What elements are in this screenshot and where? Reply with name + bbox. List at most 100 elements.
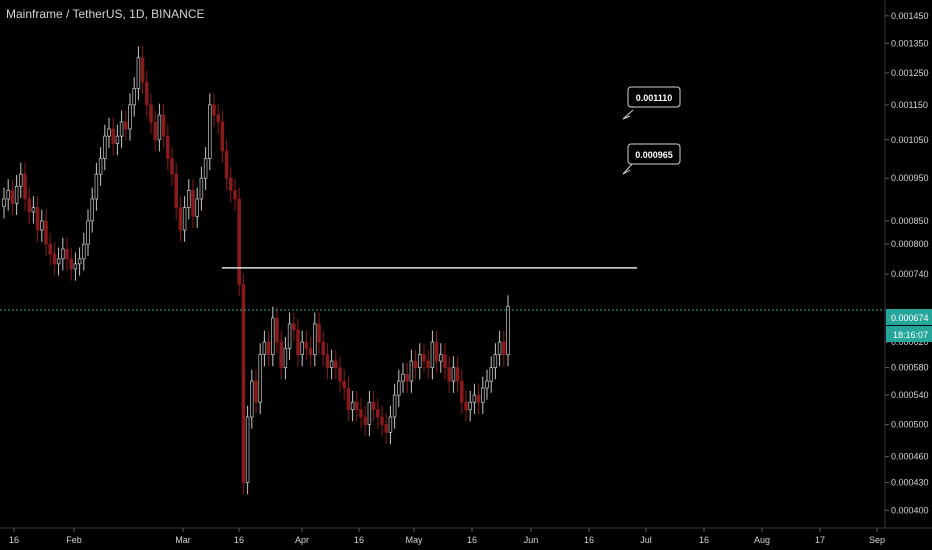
candle-body: [94, 173, 99, 200]
price-tick-label: 0.001150: [891, 100, 928, 110]
candle-body: [363, 416, 367, 425]
time-tick-label: Jun: [524, 535, 539, 545]
candle-body: [367, 401, 372, 425]
price-tick-label: 0.000850: [891, 216, 929, 226]
candle-body: [119, 121, 124, 137]
price-tick-label: 0.000950: [891, 173, 929, 183]
time-tick-label: 16: [467, 535, 477, 545]
candle-body: [132, 88, 136, 106]
price-axis[interactable]: 0.001450 0.001350 0.001250 0.001150 0.001050…: [885, 11, 929, 515]
price-tick-label: 0.000500: [891, 420, 929, 430]
price-tick-label: 0.000580: [891, 363, 929, 373]
candle-body: [115, 135, 120, 144]
candle-body: [275, 317, 279, 343]
candle-body: [48, 243, 52, 255]
candle-body: [489, 367, 493, 382]
candle-body: [111, 128, 115, 144]
countdown-label: 18:16:07: [893, 330, 928, 340]
candle-body: [296, 329, 300, 355]
candle-body: [220, 121, 225, 152]
candle-body: [413, 360, 418, 368]
last-price-badge: [886, 309, 932, 325]
candle-body: [460, 380, 464, 403]
time-axis[interactable]: 16 Feb Mar 16 Apr 16 May 16 Jun 16 Jul 16 Aug 17 Sep: [9, 528, 885, 545]
callout-text-1: 0.001110: [636, 93, 673, 103]
candle-body: [472, 394, 477, 403]
candle-body: [422, 354, 426, 362]
candle-body: [2, 198, 6, 208]
chart-title: Mainframe / TetherUS, 1D, BINANCE: [6, 7, 205, 21]
candle-body: [229, 177, 233, 191]
price-tick-label: 0.000460: [891, 452, 929, 462]
time-tick-label: 16: [234, 535, 244, 545]
candle-body: [145, 81, 149, 106]
candle-body: [69, 258, 73, 270]
candle-body: [388, 416, 393, 433]
candle-body: [199, 177, 204, 200]
candle-body: [342, 380, 346, 389]
candle-body: [203, 158, 208, 179]
candle-body: [35, 207, 40, 231]
price-tick-label: 0.000540: [891, 390, 929, 400]
candle-body: [170, 158, 174, 175]
candle-body: [283, 347, 288, 368]
candle-body: [506, 306, 510, 355]
candle-body: [355, 401, 359, 410]
time-tick-label: 16: [699, 535, 709, 545]
candle-body: [359, 409, 363, 418]
callout-label-1[interactable]: 0.001110: [622, 86, 681, 120]
candle-body: [191, 190, 195, 217]
price-tick-label: 0.000620: [891, 337, 929, 347]
candle-body: [287, 323, 292, 349]
candle-body: [262, 341, 267, 355]
candle-body: [195, 198, 199, 217]
candle-body: [212, 104, 216, 116]
candle-body: [27, 198, 31, 213]
candle-body: [376, 409, 380, 418]
candle-body: [216, 114, 220, 123]
candle-body: [128, 104, 132, 130]
candle-body: [23, 173, 27, 200]
candle-body: [447, 367, 451, 382]
time-tick-label: Aug: [754, 535, 770, 545]
candle-body: [443, 354, 447, 368]
time-tick-label: 16: [354, 535, 364, 545]
candle-body: [350, 401, 355, 410]
candle-body: [409, 360, 414, 382]
candle-body: [308, 347, 313, 355]
candle-body: [161, 114, 166, 137]
candle-body: [61, 248, 65, 260]
candle-body: [77, 258, 82, 265]
candle-body: [325, 354, 330, 368]
candle-body: [476, 394, 481, 403]
time-tick-label: Mar: [175, 535, 191, 545]
callout-label-2[interactable]: 0.000965: [622, 143, 681, 175]
candle-body: [304, 341, 309, 349]
price-tick-label: 0.000740: [891, 269, 929, 279]
candle-body: [313, 323, 317, 355]
candle-body: [485, 380, 489, 389]
candle-body: [481, 387, 485, 403]
candle-body: [157, 114, 162, 141]
candle-body: [19, 173, 23, 187]
candle-body: [90, 198, 94, 222]
candle-body: [502, 341, 506, 355]
candle-body: [14, 186, 19, 204]
candle-body: [384, 424, 388, 433]
candle-body: [468, 401, 472, 410]
time-tick-label: May: [405, 535, 423, 545]
candle-body: [208, 104, 212, 159]
countdown-badge: [886, 326, 932, 342]
last-price-label: 0.000674: [891, 313, 929, 323]
candle-body: [103, 135, 107, 159]
time-tick-label: Sep: [869, 535, 885, 545]
candle-body: [250, 380, 254, 418]
candle-body: [40, 220, 44, 231]
price-tick-label: 0.001350: [891, 38, 929, 48]
candle-body: [371, 401, 376, 410]
candle-body: [82, 243, 86, 260]
candle-body: [401, 373, 405, 382]
price-tick-label: 0.001250: [891, 68, 929, 78]
candle-body: [237, 198, 241, 285]
